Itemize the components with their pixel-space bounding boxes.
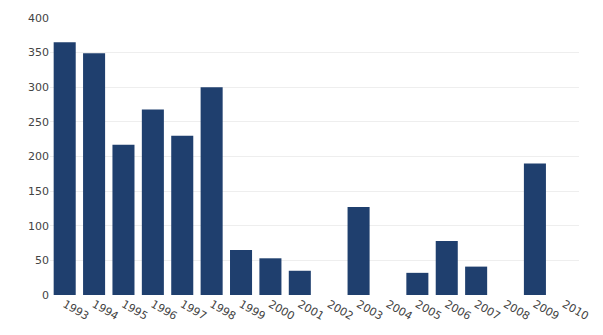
svg-text:100: 100 <box>28 220 49 233</box>
svg-text:1997: 1997 <box>178 298 209 323</box>
svg-text:2000: 2000 <box>266 298 297 323</box>
svg-text:1998: 1998 <box>207 298 238 323</box>
svg-text:2010: 2010 <box>560 298 591 323</box>
svg-text:2007: 2007 <box>472 298 503 323</box>
svg-text:2005: 2005 <box>413 298 444 323</box>
svg-text:350: 350 <box>28 46 49 59</box>
svg-text:200: 200 <box>28 150 49 163</box>
svg-text:2001: 2001 <box>296 298 327 323</box>
svg-text:1993: 1993 <box>60 298 91 323</box>
svg-text:2006: 2006 <box>443 298 474 323</box>
svg-text:2009: 2009 <box>531 298 562 323</box>
svg-text:2002: 2002 <box>325 298 356 323</box>
svg-text:2004: 2004 <box>384 298 415 323</box>
svg-text:1994: 1994 <box>90 298 121 323</box>
svg-text:1995: 1995 <box>119 298 150 323</box>
svg-text:400: 400 <box>28 12 49 25</box>
svg-text:250: 250 <box>28 116 49 129</box>
svg-text:2008: 2008 <box>501 298 532 323</box>
svg-text:1999: 1999 <box>237 298 268 323</box>
svg-text:300: 300 <box>28 81 49 94</box>
svg-text:1996: 1996 <box>149 298 180 323</box>
svg-text:50: 50 <box>35 254 49 267</box>
svg-text:150: 150 <box>28 185 49 198</box>
svg-text:0: 0 <box>42 289 49 302</box>
svg-text:2003: 2003 <box>354 298 385 323</box>
